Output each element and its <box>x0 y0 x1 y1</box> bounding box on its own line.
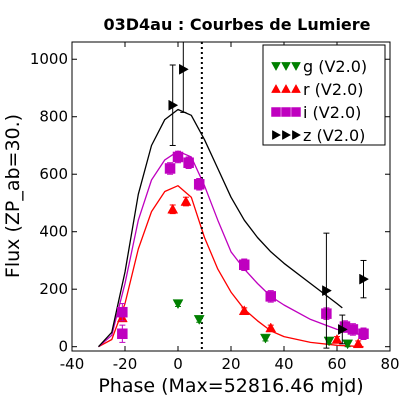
data-point-r <box>331 333 343 344</box>
y-tick-label: 0 <box>58 338 68 356</box>
y-tick-label: 600 <box>39 165 68 183</box>
data-point-i <box>358 328 369 340</box>
data-point-i <box>164 163 176 174</box>
data-point-r <box>238 305 250 316</box>
x-tick-label: 40 <box>274 355 293 373</box>
data-point-r <box>167 203 179 214</box>
data-point-i <box>117 306 128 318</box>
x-tick-label: -20 <box>113 355 138 373</box>
data-point-i <box>347 324 359 335</box>
data-point-i <box>172 151 184 163</box>
data-point-i <box>117 328 128 340</box>
data-point-z <box>168 99 179 111</box>
legend-marker-r <box>281 83 291 93</box>
model-curve-i <box>98 150 364 348</box>
legend-label-z: z (V2.0) <box>303 126 365 145</box>
legend-marker-g <box>281 62 291 72</box>
model-curve-r <box>98 185 364 348</box>
y-tick-label: 200 <box>39 280 68 298</box>
x-axis-label: Phase (Max=52816.46 mjd) <box>98 375 363 397</box>
y-axis-label: Flux (ZP_ab=30.) <box>2 114 24 278</box>
legend: g (V2.0) r (V2.0) i (V2.0) z (V2.0) <box>262 44 386 146</box>
data-point-z <box>179 63 189 75</box>
legend-marker-z <box>292 130 302 140</box>
data-point-z <box>338 324 348 335</box>
legend-label-i: i (V2.0) <box>303 103 361 122</box>
data-point-g <box>172 299 184 310</box>
data-point-i <box>239 259 250 271</box>
model-curve-z <box>98 108 343 348</box>
legend-marker-g <box>271 62 281 72</box>
legend-marker-i <box>271 107 281 117</box>
legend-label-r: r (V2.0) <box>303 80 364 99</box>
x-tick-label: 80 <box>380 355 399 373</box>
legend-marker-r <box>291 83 301 93</box>
plot-content <box>98 42 370 351</box>
x-tick-label: 60 <box>327 355 346 373</box>
plot-area <box>98 42 370 351</box>
legend-marker-i <box>281 107 291 117</box>
data-point-z <box>359 273 370 285</box>
legend-box <box>262 44 386 146</box>
y-tick-label: 400 <box>39 223 68 241</box>
legend-marker-r <box>271 83 281 93</box>
data-point-i <box>193 179 205 190</box>
x-tick-label: 20 <box>221 355 240 373</box>
legend-marker-g <box>291 62 301 72</box>
data-point-r <box>265 322 277 333</box>
x-tick-label: 0 <box>173 355 183 373</box>
legend-marker-z <box>272 130 282 140</box>
x-tick-label: -40 <box>60 355 85 373</box>
chart-title: 03D4au : Courbes de Lumiere <box>103 15 370 34</box>
y-tick-label: 1000 <box>30 50 68 68</box>
data-point-r <box>180 196 192 206</box>
legend-marker-z <box>282 130 292 140</box>
legend-marker-i <box>291 107 301 117</box>
data-point-z <box>322 285 332 297</box>
data-point-r <box>352 338 364 349</box>
data-point-i <box>265 291 276 302</box>
data-point-g <box>193 315 205 325</box>
y-tick-label: 800 <box>39 108 68 126</box>
data-point-i <box>183 157 194 168</box>
legend-label-g: g (V2.0) <box>303 57 367 76</box>
data-point-g <box>260 333 271 344</box>
